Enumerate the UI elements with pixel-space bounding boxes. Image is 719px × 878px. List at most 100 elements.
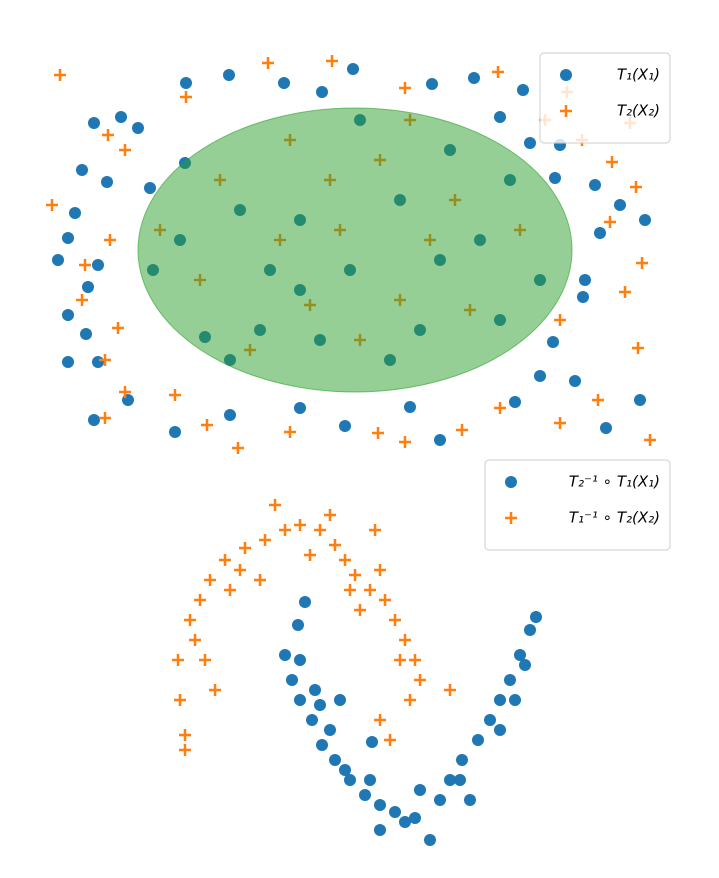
point	[180, 77, 192, 89]
point	[594, 227, 606, 239]
point	[366, 736, 378, 748]
point	[524, 137, 536, 149]
legend-label: T₂⁻¹ ∘ T₁(X₁)	[569, 473, 660, 491]
point	[472, 734, 484, 746]
point	[494, 694, 506, 706]
point	[314, 699, 326, 711]
point	[324, 509, 336, 521]
point	[394, 654, 406, 666]
point	[199, 654, 211, 666]
scatter-plot	[172, 499, 542, 846]
point	[379, 594, 391, 606]
point	[426, 78, 438, 90]
legend-marker	[560, 105, 572, 117]
legend-box	[484, 459, 671, 551]
point	[286, 674, 298, 686]
point	[76, 294, 88, 306]
point	[339, 764, 351, 776]
point	[294, 694, 306, 706]
point	[434, 794, 446, 806]
point	[524, 624, 536, 636]
legend-marker	[560, 69, 572, 81]
point	[82, 281, 94, 293]
point	[577, 291, 589, 303]
point	[492, 66, 504, 78]
point	[294, 402, 306, 414]
point	[444, 684, 456, 696]
point	[374, 824, 386, 836]
point	[549, 172, 561, 184]
point	[414, 674, 426, 686]
legend-box	[539, 52, 671, 144]
legend: T₂⁻¹ ∘ T₁(X₁) T₁⁻¹ ∘ T₂(X₂)	[484, 459, 671, 551]
point	[369, 524, 381, 536]
point	[304, 549, 316, 561]
point	[314, 524, 326, 536]
point	[514, 649, 526, 661]
point	[294, 519, 306, 531]
point	[374, 799, 386, 811]
point	[569, 375, 581, 387]
legend-label: T₁⁻¹ ∘ T₂(X₂)	[569, 509, 660, 527]
point	[359, 789, 371, 801]
point	[179, 729, 191, 741]
point	[174, 694, 186, 706]
point	[294, 654, 306, 666]
point	[334, 694, 346, 706]
point	[456, 424, 468, 436]
point	[326, 55, 338, 67]
legend: T₁(X₁) T₂(X₂)	[539, 52, 671, 144]
point	[399, 634, 411, 646]
point	[344, 774, 356, 786]
point	[184, 614, 196, 626]
point	[468, 72, 480, 84]
point	[409, 812, 421, 824]
point	[329, 754, 341, 766]
point	[604, 216, 616, 228]
point	[209, 684, 221, 696]
point	[632, 342, 644, 354]
point	[354, 604, 366, 616]
point	[389, 806, 401, 818]
point	[374, 564, 386, 576]
point	[224, 584, 236, 596]
point	[224, 409, 236, 421]
point	[547, 336, 559, 348]
point	[180, 91, 192, 103]
point	[62, 309, 74, 321]
point	[189, 634, 201, 646]
point	[309, 684, 321, 696]
point	[292, 619, 304, 631]
point	[278, 77, 290, 89]
point	[69, 207, 81, 219]
point	[519, 659, 531, 671]
point	[389, 614, 401, 626]
scatter-plot	[46, 55, 656, 454]
point	[494, 724, 506, 736]
point	[399, 816, 411, 828]
point	[62, 232, 74, 244]
point	[484, 714, 496, 726]
point	[62, 356, 74, 368]
point	[530, 611, 542, 623]
point	[349, 569, 361, 581]
point	[456, 754, 468, 766]
point	[279, 524, 291, 536]
point	[414, 784, 426, 796]
point	[232, 442, 244, 454]
point	[262, 57, 274, 69]
point	[592, 394, 604, 406]
point	[409, 654, 421, 666]
point	[99, 354, 111, 366]
point	[372, 427, 384, 439]
point	[344, 584, 356, 596]
point	[79, 259, 91, 271]
point	[52, 254, 64, 266]
point	[119, 144, 131, 156]
point	[404, 694, 416, 706]
point	[399, 82, 411, 94]
point	[115, 111, 127, 123]
point	[504, 674, 516, 686]
point	[614, 199, 626, 211]
